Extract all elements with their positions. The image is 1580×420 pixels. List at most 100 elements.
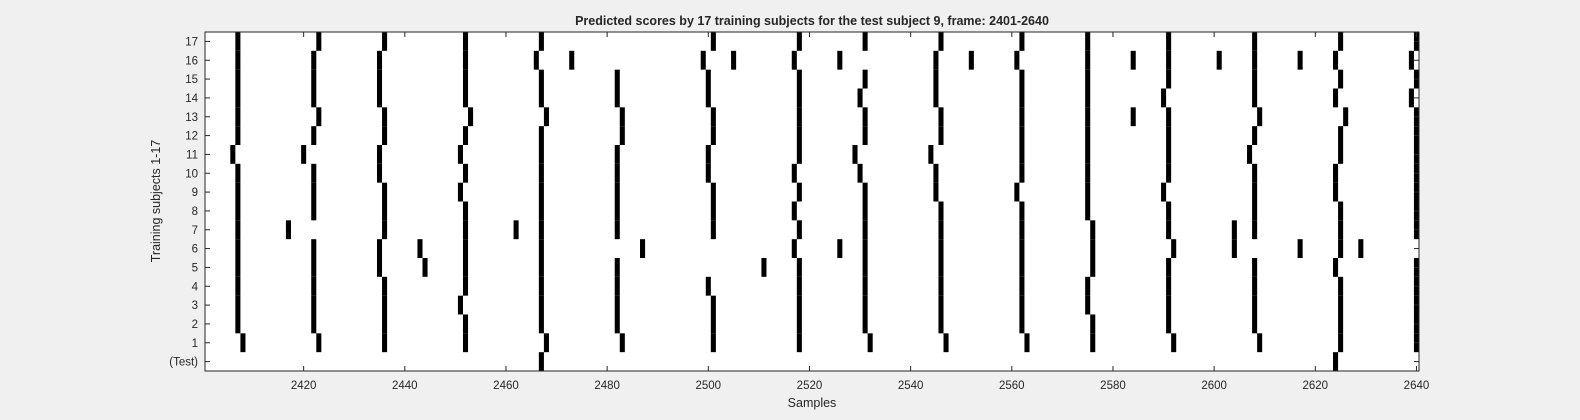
event-mark: [538, 352, 544, 371]
event-mark: [614, 182, 620, 202]
event-mark: [1085, 163, 1091, 183]
event-mark: [538, 126, 544, 145]
event-mark: [1019, 107, 1025, 127]
event-mark: [1085, 69, 1091, 89]
event-mark: [791, 201, 797, 221]
event-mark: [235, 88, 241, 108]
x-tick-label: 2520: [797, 380, 823, 392]
event-mark: [968, 50, 974, 70]
event-mark: [1090, 220, 1096, 240]
event-mark: [1019, 314, 1025, 334]
event-mark: [1019, 69, 1025, 89]
event-mark: [285, 220, 291, 240]
event-mark: [1161, 182, 1167, 202]
event-mark: [933, 163, 939, 183]
event-mark: [933, 50, 939, 70]
event-mark: [311, 258, 317, 277]
event-mark: [1358, 239, 1364, 258]
event-mark: [1090, 333, 1096, 353]
event-mark: [1085, 295, 1091, 315]
event-mark: [614, 276, 620, 296]
event-mark: [862, 201, 868, 221]
event-mark: [1252, 32, 1258, 51]
event-mark: [938, 295, 944, 315]
event-mark: [619, 333, 625, 353]
event-mark: [538, 314, 544, 334]
event-mark: [1166, 163, 1172, 183]
event-mark: [1333, 50, 1339, 70]
event-mark: [1130, 50, 1136, 70]
event-mark: [311, 314, 317, 334]
event-mark: [943, 333, 949, 353]
event-mark: [705, 163, 711, 183]
event-mark: [933, 88, 939, 108]
event-mark: [543, 333, 549, 353]
event-mark: [1252, 69, 1258, 89]
y-tick-label: 5: [192, 262, 198, 274]
event-mark: [862, 220, 868, 240]
event-mark: [235, 69, 241, 89]
event-mark: [1085, 145, 1091, 164]
event-mark: [538, 145, 544, 164]
event-mark: [462, 201, 469, 221]
event-mark: [1085, 88, 1091, 108]
x-tick-label: 2640: [1404, 380, 1430, 392]
event-mark: [938, 258, 944, 277]
event-mark: [1090, 239, 1096, 258]
event-mark: [1333, 352, 1339, 371]
event-mark: [862, 126, 868, 145]
event-mark: [837, 50, 843, 70]
event-mark: [457, 182, 463, 202]
event-mark: [1019, 126, 1025, 145]
x-tick-label: 2620: [1303, 380, 1329, 392]
event-mark: [376, 239, 383, 258]
x-tick-label: 2580: [1100, 380, 1126, 392]
event-mark: [1166, 32, 1172, 51]
event-mark: [731, 50, 737, 70]
event-mark: [538, 220, 544, 240]
event-mark: [1252, 50, 1258, 70]
event-mark: [1333, 258, 1339, 277]
event-mark: [1257, 333, 1263, 353]
event-mark: [462, 163, 469, 183]
event-mark: [1252, 126, 1258, 145]
event-mark: [235, 201, 241, 221]
event-mark: [1166, 201, 1172, 221]
y-tick-label: 9: [192, 187, 198, 199]
event-mark: [614, 220, 620, 240]
event-mark: [468, 107, 474, 127]
y-axis-label: Training subjects 1-17: [149, 140, 163, 263]
event-mark: [1252, 314, 1258, 334]
event-mark: [862, 32, 868, 51]
event-mark: [316, 32, 322, 51]
event-mark: [538, 258, 544, 277]
event-mark: [569, 50, 575, 70]
event-mark: [1247, 145, 1253, 164]
event-mark: [1166, 276, 1172, 296]
event-mark: [1338, 220, 1344, 240]
event-mark: [710, 333, 716, 353]
event-mark: [462, 32, 469, 51]
event-mark: [311, 88, 317, 108]
event-mark: [538, 163, 544, 183]
event-mark: [614, 295, 620, 315]
event-mark: [316, 333, 322, 353]
event-mark: [235, 32, 241, 51]
event-mark: [235, 258, 241, 277]
event-mark: [614, 145, 620, 164]
y-tick-label: 3: [192, 300, 198, 312]
chart-title: Predicted scores by 17 training subjects…: [575, 14, 1049, 28]
event-mark: [1252, 258, 1258, 277]
event-mark: [1252, 182, 1258, 202]
event-mark: [235, 295, 241, 315]
event-mark: [619, 107, 625, 127]
event-mark: [457, 145, 463, 164]
event-mark: [614, 258, 620, 277]
event-mark: [796, 295, 802, 315]
event-mark: [235, 239, 241, 258]
event-mark: [1090, 314, 1096, 334]
event-mark: [1252, 220, 1258, 240]
event-mark: [382, 295, 388, 315]
event-mark: [705, 69, 711, 89]
